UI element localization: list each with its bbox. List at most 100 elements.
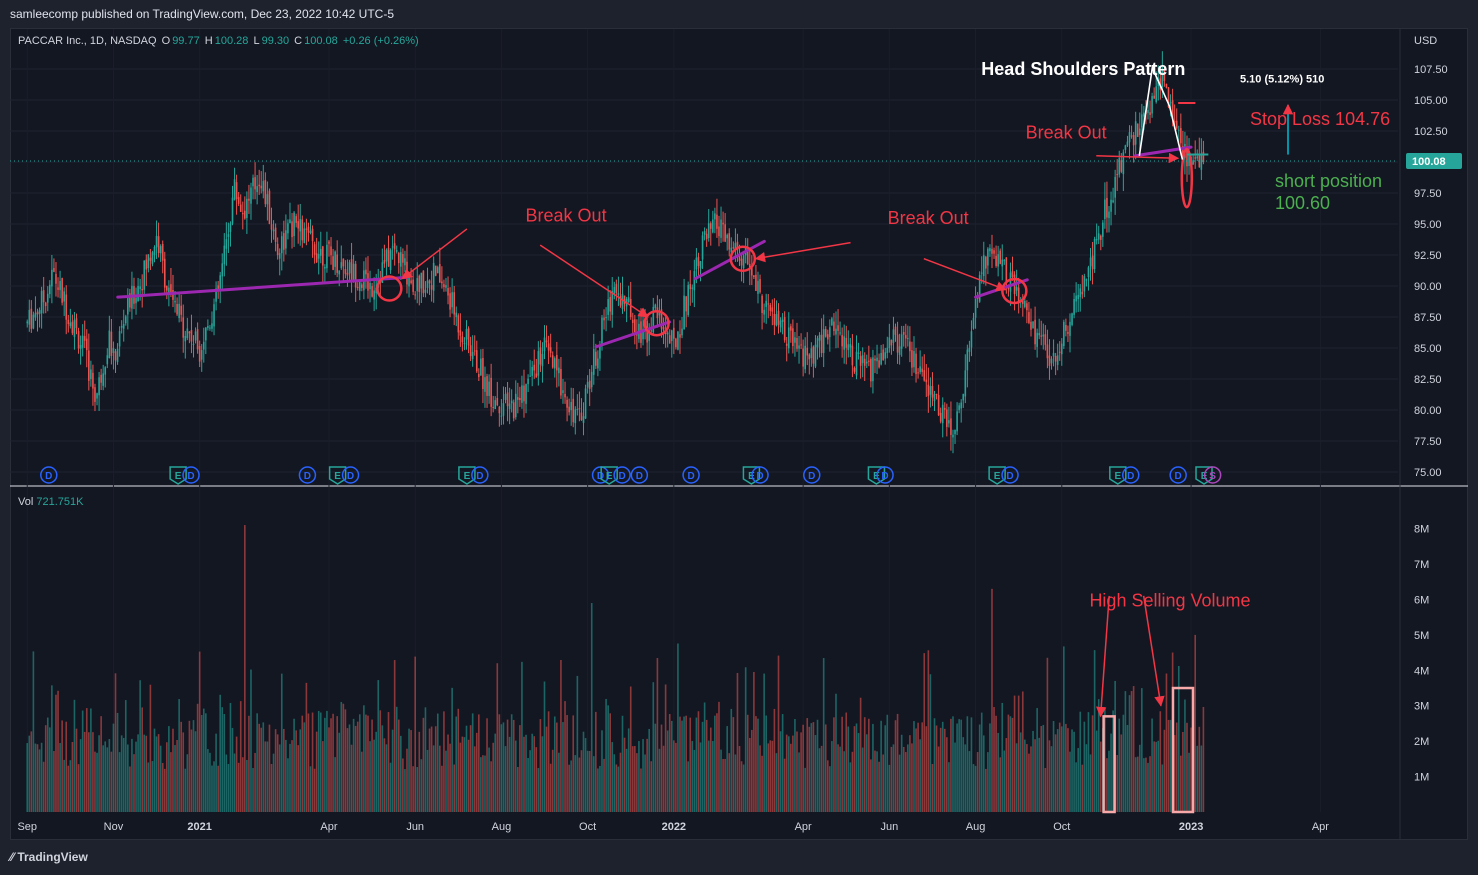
candle-body bbox=[677, 331, 679, 350]
volume-bar bbox=[748, 737, 751, 812]
candle-body bbox=[65, 294, 68, 320]
volume-bar bbox=[309, 766, 312, 812]
candle-body bbox=[102, 373, 104, 386]
candle-body bbox=[480, 358, 482, 376]
time-tick-label: Oct bbox=[579, 821, 596, 833]
candle-body bbox=[525, 384, 527, 404]
volume-bar bbox=[1159, 711, 1162, 812]
volume-bar bbox=[389, 762, 392, 812]
volume-bar bbox=[488, 747, 490, 812]
dividend-marker bbox=[751, 466, 769, 484]
volume-bar bbox=[1056, 729, 1059, 812]
candle-body bbox=[997, 254, 999, 267]
candle-body bbox=[467, 328, 470, 346]
volume-bar bbox=[660, 724, 663, 812]
candle-body bbox=[57, 287, 59, 290]
volume-bar bbox=[406, 748, 408, 812]
candle-body bbox=[393, 243, 396, 250]
volume-bar bbox=[92, 732, 94, 812]
candle-body bbox=[299, 219, 302, 232]
volume-bar bbox=[995, 715, 997, 812]
volume-bar bbox=[1108, 750, 1110, 812]
volume-bar bbox=[982, 735, 985, 812]
volume-bar bbox=[919, 739, 921, 812]
volume-bar bbox=[334, 757, 336, 812]
volume-bar bbox=[634, 745, 636, 812]
candle-body bbox=[96, 393, 98, 399]
volume-bar bbox=[297, 745, 299, 812]
volume-bar bbox=[921, 722, 923, 812]
volume-bar bbox=[987, 752, 989, 812]
candle-body bbox=[338, 270, 341, 275]
volume-bar bbox=[227, 764, 230, 812]
candle-body bbox=[599, 345, 601, 359]
candle-body bbox=[535, 373, 538, 378]
candle-body bbox=[712, 219, 714, 233]
change-value: +0.26 (+0.26%) bbox=[342, 35, 419, 47]
volume-bar bbox=[127, 744, 129, 812]
volume-bar bbox=[75, 728, 78, 812]
candle-body bbox=[500, 415, 503, 417]
candle-body bbox=[693, 270, 696, 291]
volume-bar bbox=[426, 749, 429, 812]
volume-bar bbox=[962, 737, 965, 812]
candle-body bbox=[529, 375, 531, 377]
volume-bar bbox=[1038, 737, 1040, 812]
publish-info: samleecomp published on TradingView.com,… bbox=[10, 7, 394, 21]
volume-bar bbox=[492, 742, 494, 812]
candle-body bbox=[453, 292, 455, 315]
candle-body bbox=[781, 319, 784, 322]
volume-bar bbox=[537, 768, 540, 812]
candle-body bbox=[826, 334, 829, 340]
candle-body bbox=[913, 351, 915, 368]
chart-panel[interactable] bbox=[10, 28, 1468, 840]
volume-bar bbox=[55, 694, 57, 812]
volume-bar bbox=[898, 754, 901, 812]
candle-body bbox=[112, 348, 115, 354]
volume-bar bbox=[843, 751, 845, 812]
candle-body bbox=[907, 338, 909, 340]
volume-bar bbox=[997, 732, 999, 812]
candle-body bbox=[687, 285, 689, 316]
candle-body bbox=[861, 355, 864, 364]
dividend-marker bbox=[298, 466, 317, 484]
candle-body bbox=[792, 328, 794, 347]
candle-body bbox=[925, 379, 928, 383]
volume-bar bbox=[533, 736, 536, 812]
top-bar: samleecomp published on TradingView.com,… bbox=[0, 0, 1478, 28]
volume-bar bbox=[521, 661, 523, 812]
candle-body bbox=[272, 229, 275, 232]
volume-bar bbox=[301, 715, 304, 812]
candle-body bbox=[270, 224, 273, 230]
candle-body bbox=[49, 284, 51, 295]
volume-bar bbox=[445, 750, 447, 812]
volume-bar bbox=[753, 672, 755, 812]
volume-bar bbox=[714, 715, 716, 812]
candle-body bbox=[75, 318, 78, 328]
volume-bar bbox=[1073, 731, 1075, 812]
time-tick-label: Aug bbox=[492, 821, 512, 833]
candle-body bbox=[590, 371, 593, 388]
candle-body bbox=[1182, 146, 1184, 161]
volume-bar bbox=[751, 729, 753, 812]
candle-body bbox=[252, 177, 254, 187]
candle-body bbox=[1192, 160, 1194, 165]
volume-bar bbox=[1036, 708, 1038, 812]
volume-bar bbox=[459, 742, 462, 812]
volume-bar bbox=[1052, 721, 1055, 812]
volume-bar bbox=[964, 744, 967, 812]
tradingview-logo[interactable]: ⁄⁄ TradingView bbox=[10, 850, 88, 864]
volume-bar bbox=[98, 735, 100, 812]
volume-bar bbox=[937, 746, 940, 812]
volume-bar bbox=[315, 731, 318, 812]
volume-bar bbox=[61, 720, 63, 812]
pattern-title: Head Shoulders Pattern bbox=[981, 59, 1185, 79]
volume-bar bbox=[293, 718, 295, 812]
volume-bar bbox=[1134, 757, 1137, 812]
volume-bar bbox=[820, 745, 823, 812]
candle-body bbox=[695, 257, 698, 270]
candle-body bbox=[634, 319, 636, 333]
volume-bar bbox=[1143, 758, 1145, 812]
price-chart[interactable]: 107.50105.00102.50100.0097.5095.0092.509… bbox=[0, 0, 1478, 840]
volume-bar bbox=[720, 749, 722, 812]
